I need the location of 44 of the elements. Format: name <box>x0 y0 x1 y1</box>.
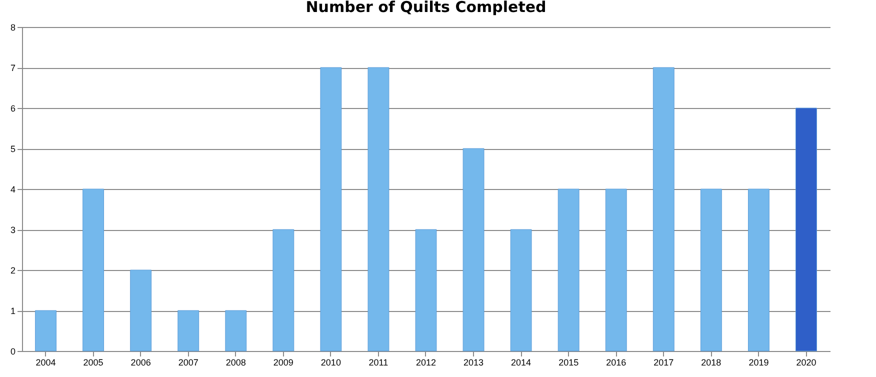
x-tick-label: 2019 <box>748 358 769 368</box>
bar <box>82 188 104 352</box>
bar <box>700 188 722 352</box>
x-tick-label: 2013 <box>464 358 484 368</box>
bar <box>652 67 674 352</box>
bar <box>558 188 580 352</box>
bar <box>510 229 532 352</box>
x-tick-label: 2020 <box>796 358 816 368</box>
y-tick-label: 8 <box>10 22 16 32</box>
x-tick-label: 2007 <box>178 358 198 368</box>
x-tick-label: 2018 <box>701 358 722 368</box>
bar <box>320 67 342 352</box>
chart-title: Number of Quilts Completed <box>306 0 546 16</box>
y-tick-label: 2 <box>10 266 16 276</box>
x-tick-label: 2014 <box>511 358 532 368</box>
y-tick-label: 1 <box>10 306 16 316</box>
bar <box>462 148 484 352</box>
x-tick-label: 2008 <box>226 358 246 368</box>
x-tick-label: 2010 <box>320 358 341 368</box>
y-tick-label: 7 <box>10 63 16 73</box>
y-tick-label: 3 <box>10 225 16 235</box>
bar <box>225 310 247 352</box>
bar <box>178 310 200 352</box>
bar <box>748 188 770 352</box>
x-tick-label: 2011 <box>368 358 388 368</box>
y-tick-label: 4 <box>10 184 16 194</box>
bar <box>35 310 56 352</box>
bar <box>605 188 627 352</box>
x-tick-label: 2005 <box>83 358 104 368</box>
y-tick-label: 6 <box>10 104 16 114</box>
bar <box>130 270 152 352</box>
bar <box>368 67 390 352</box>
bar <box>272 229 294 352</box>
x-tick-label: 2006 <box>130 358 151 368</box>
x-tick-label: 2017 <box>654 358 674 368</box>
x-tick-label: 2009 <box>273 358 294 368</box>
y-tick-label: 0 <box>10 346 16 356</box>
bar <box>415 229 437 352</box>
y-tick-label: 5 <box>10 144 16 154</box>
x-tick-label: 2012 <box>416 358 436 368</box>
bar <box>796 108 817 352</box>
x-tick-label: 2004 <box>36 358 56 368</box>
x-tick-label: 2016 <box>606 358 626 368</box>
x-tick-label: 2015 <box>558 358 579 368</box>
